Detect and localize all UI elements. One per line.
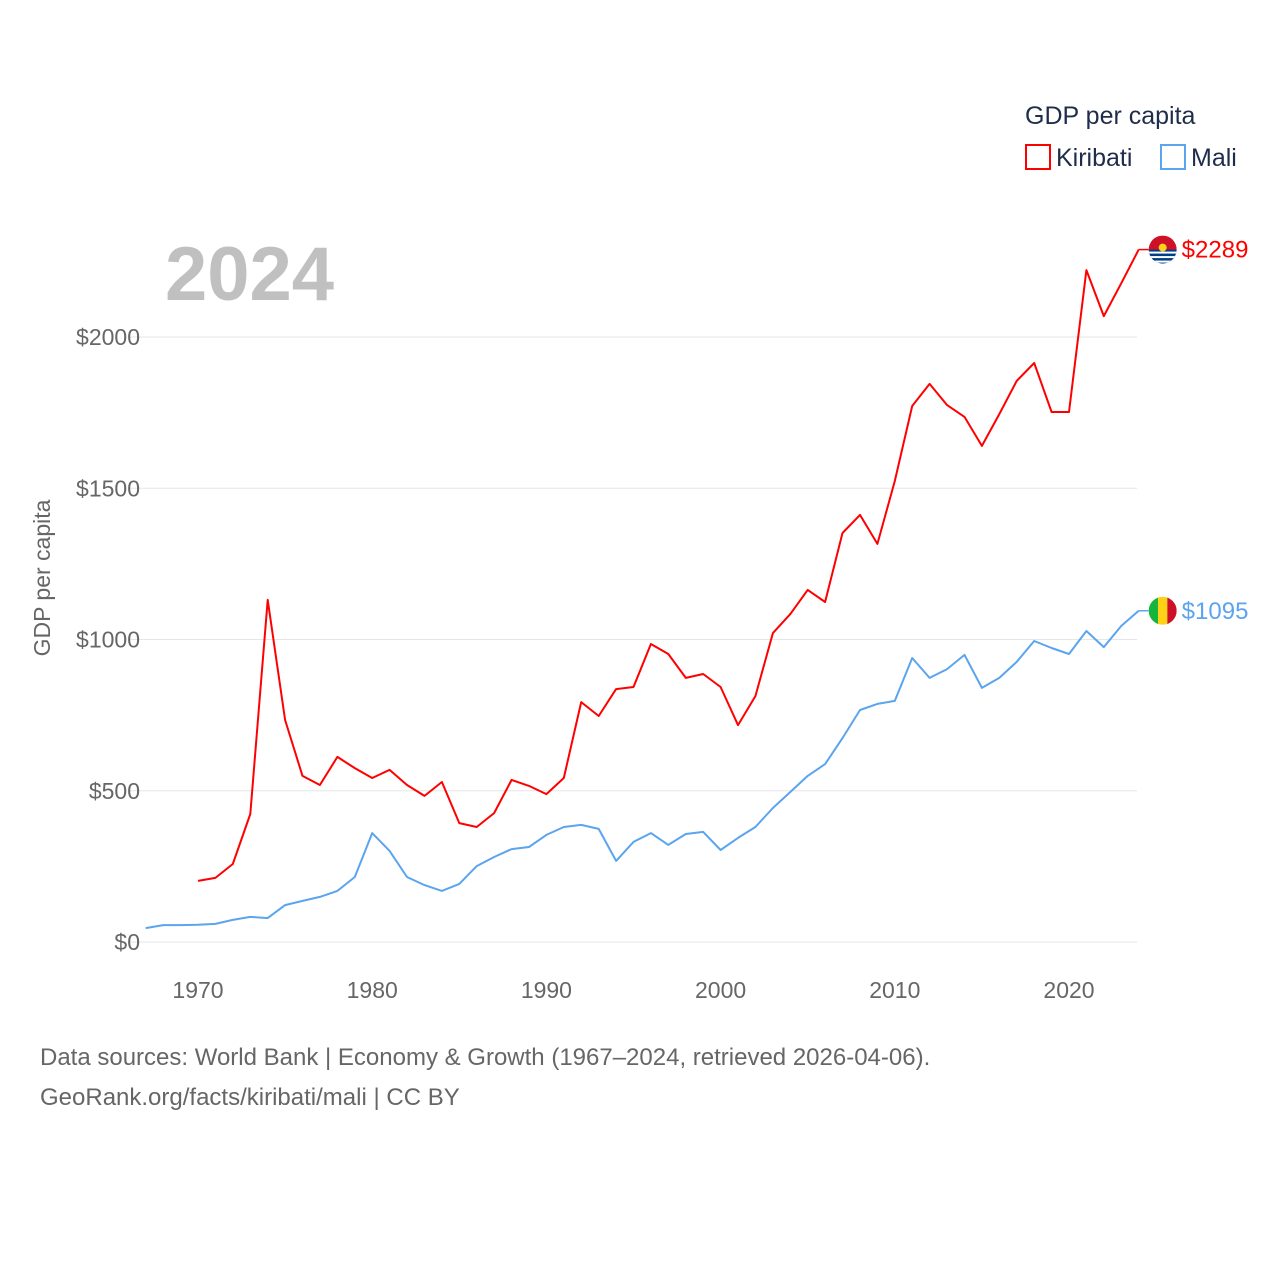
- legend-swatch-kiribati[interactable]: [1025, 144, 1051, 170]
- flag-sun: [1158, 243, 1167, 252]
- year-label: 2024: [165, 232, 334, 317]
- x-tick-label: 2000: [695, 977, 746, 1003]
- flag-body: [1148, 596, 1177, 625]
- y-tick-label: $500: [89, 778, 140, 804]
- footer-attribution[interactable]: GeoRank.org/facts/kiribati/mali | CC BY: [40, 1084, 460, 1111]
- x-tick-label: 1990: [521, 977, 572, 1003]
- legend: GDP per capita Kiribati Mali: [1025, 102, 1237, 172]
- y-tick-label: $1500: [76, 475, 140, 501]
- x-tick-label: 2010: [869, 977, 920, 1003]
- flag-red: [1148, 235, 1177, 251]
- flag-yellow: [1158, 596, 1168, 625]
- flag-red: [1167, 596, 1177, 625]
- flag-wave: [1148, 260, 1177, 263]
- series-line-mali: [145, 610, 1140, 930]
- y-tick-label: $1000: [76, 627, 140, 653]
- x-tick-label: 1970: [172, 977, 223, 1003]
- flag-body: [1148, 235, 1177, 264]
- kiribati-flag-icon: [1148, 235, 1177, 264]
- flag-green: [1148, 596, 1159, 625]
- flag-wave: [1148, 251, 1177, 254]
- end-value-label-mali: $1095: [1182, 598, 1249, 625]
- mali-flag-icon: [1148, 596, 1177, 625]
- y-axis-label: GDP per capita: [29, 499, 55, 656]
- series-line-kiribati: [197, 249, 1140, 882]
- legend-label-kiribati[interactable]: Kiribati: [1056, 144, 1132, 172]
- y-tick-label: $2000: [76, 324, 140, 350]
- footer-sources: Data sources: World Bank | Economy & Gro…: [40, 1044, 931, 1071]
- legend-swatch-mali[interactable]: [1160, 144, 1186, 170]
- legend-label-mali[interactable]: Mali: [1191, 144, 1237, 172]
- end-value-label-kiribati: $2289: [1182, 237, 1249, 264]
- flag-wave: [1148, 256, 1177, 259]
- y-tick-label: $0: [114, 929, 140, 955]
- x-tick-label: 2020: [1043, 977, 1094, 1003]
- legend-title: GDP per capita: [1025, 102, 1196, 130]
- x-tick-label: 1980: [347, 977, 398, 1003]
